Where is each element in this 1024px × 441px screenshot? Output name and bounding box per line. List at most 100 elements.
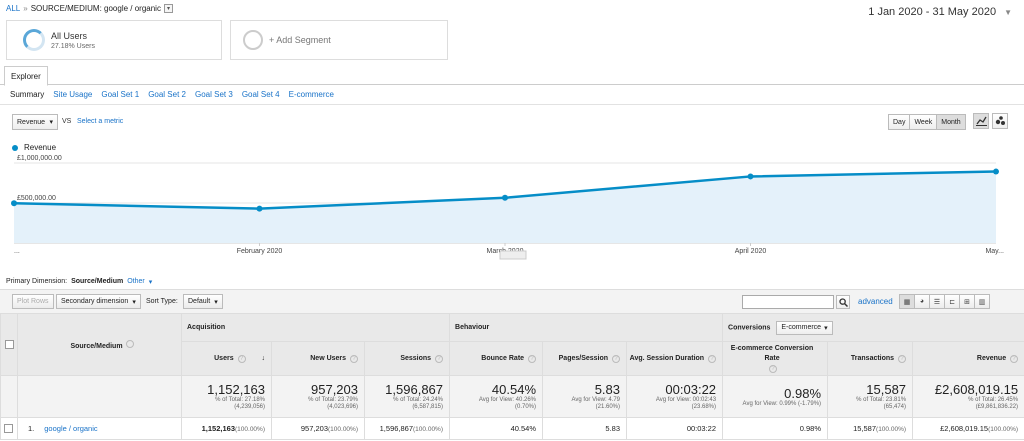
total-note: Avg for View: 00:02:43 (655, 397, 717, 403)
total-note: % of Total: 23.79% (308, 397, 358, 403)
select-all-checkbox[interactable] (4, 340, 14, 349)
row-value: 0.98% (799, 424, 822, 433)
chevron-down-icon: ▾ (824, 324, 828, 332)
col-label: Revenue (976, 354, 1007, 362)
help-icon[interactable] (125, 339, 134, 348)
col-label: Transactions (850, 354, 895, 362)
col-pages-session[interactable]: Pages/Session ? (542, 341, 628, 376)
x-tick-label: February 2020 (237, 248, 283, 255)
table-search-input[interactable] (742, 295, 834, 309)
row-cell: 1,596,867(100.00%) (363, 417, 451, 440)
performance-bars-icon[interactable]: ☰ (929, 294, 945, 309)
sort-desc-icon: ↓ (261, 354, 266, 362)
select-metric-link[interactable]: Select a metric (77, 118, 124, 125)
primary-dimension: Primary Dimension: Source/Medium Other ▾ (6, 278, 152, 286)
period-week-button[interactable]: Week (910, 115, 938, 129)
period-toggle: Day Week Month (888, 114, 966, 130)
primary-dimension-label: Primary Dimension: (6, 278, 68, 285)
metric-select-value: Revenue (17, 118, 46, 126)
chevron-down-icon: ▾ (148, 279, 153, 286)
secondary-dimension-select[interactable]: Secondary dimension ▾ (56, 294, 141, 309)
col-label: E-commerce Conversion Rate (730, 344, 814, 362)
add-segment-button[interactable]: + Add Segment (230, 20, 448, 60)
col-label: Bounce Rate (481, 354, 525, 362)
total-note: Avg for View: 0.99% (-1.79%) (742, 400, 822, 407)
subtab-goal-set-1[interactable]: Goal Set 1 (101, 90, 140, 99)
chevron-down-icon: ▼ (1004, 7, 1012, 17)
x-tick-label: April 2020 (735, 248, 767, 255)
breadcrumb-all-link[interactable]: ALL (6, 4, 21, 13)
total-cell: 40.54% Avg for View: 40.26% (0.70%) (449, 375, 544, 418)
total-note: (23.68%) (691, 404, 717, 410)
col-label: Sessions (400, 354, 432, 362)
line-chart-icon[interactable] (973, 113, 989, 129)
chevron-down-icon: ▾ (214, 298, 218, 306)
help-icon[interactable]: ? (1010, 354, 1019, 363)
row-percent: (100.00%) (876, 426, 907, 433)
subtab-goal-set-3[interactable]: Goal Set 3 (195, 90, 233, 99)
tab-explorer[interactable]: Explorer (4, 66, 48, 86)
plot-rows-button[interactable]: Plot Rows (12, 294, 54, 309)
total-note: Avg for View: 4.79 (571, 397, 621, 403)
totals-row: 1,152,163% of Total: 27.18% (4,239,056) 9… (0, 375, 1024, 418)
total-note: (£9,861,836.22) (975, 404, 1019, 410)
subtab-summary[interactable]: Summary (10, 90, 45, 99)
subtab-e-commerce[interactable]: E-commerce (288, 90, 334, 99)
term-cloud-icon[interactable]: ⊞ (959, 294, 975, 309)
data-table-icon[interactable]: ▦ (899, 294, 915, 309)
motion-chart-icon[interactable] (992, 113, 1008, 129)
comparison-icon[interactable]: ⊏ (944, 294, 960, 309)
pie-chart-icon[interactable]: ◕ (914, 294, 930, 309)
col-new-users[interactable]: New Users ? (271, 341, 365, 376)
date-range-picker[interactable]: 1 Jan 2020 - 31 May 2020 ▼ (868, 6, 1012, 18)
help-icon[interactable]: ? (898, 354, 907, 363)
subtab-site-usage[interactable]: Site Usage (53, 90, 93, 99)
col-conversion-rate[interactable]: E-commerce Conversion Rate? (722, 341, 829, 376)
row-checkbox[interactable] (4, 424, 13, 434)
help-icon[interactable]: ? (350, 354, 358, 363)
metric-select[interactable]: Revenue ▾ (12, 114, 58, 130)
row-cell: 957,203(100.00%) (271, 417, 365, 440)
segment-ring-icon (23, 29, 45, 51)
revenue-point (502, 194, 508, 201)
date-range-label: 1 Jan 2020 - 31 May 2020 (868, 6, 997, 18)
pivot-table-icon[interactable]: ▥ (974, 294, 990, 309)
row-dimension-link[interactable]: google / organic (44, 424, 98, 433)
help-icon[interactable]: ? (612, 354, 621, 363)
help-icon[interactable]: ? (435, 354, 444, 363)
col-label: Users (214, 354, 234, 362)
period-day-button[interactable]: Day (889, 115, 911, 129)
conversions-select[interactable]: E-commerce ▾ (776, 320, 833, 335)
primary-dimension-other[interactable]: Other (127, 278, 145, 285)
col-revenue[interactable]: Revenue ? (912, 341, 1024, 376)
breadcrumb: ALL » SOURCE/MEDIUM: google / organic ▾ (6, 4, 173, 13)
segment-all-users[interactable]: All Users 27.18% Users (6, 20, 222, 60)
revenue-area (14, 171, 996, 243)
help-icon[interactable]: ? (237, 354, 246, 363)
total-note: % of Total: 26.45% (968, 397, 1019, 403)
total-cell: 15,587% of Total: 23.81% (65,474) (827, 375, 914, 418)
sort-type-select[interactable]: Default ▾ (183, 294, 223, 309)
breadcrumb-dropdown-icon[interactable]: ▾ (163, 4, 173, 13)
row-cell: 15,587(100.00%) (827, 417, 914, 440)
help-icon[interactable]: ? (528, 354, 537, 363)
period-month-button[interactable]: Month (937, 115, 965, 129)
subtab-goal-set-4[interactable]: Goal Set 4 (241, 90, 280, 99)
subtab-goal-set-2[interactable]: Goal Set 2 (148, 90, 186, 99)
col-bounce-rate[interactable]: Bounce Rate ? (449, 341, 544, 376)
col-avg-session-duration[interactable]: Avg. Session Duration ? (626, 341, 724, 376)
help-icon[interactable]: ? (708, 354, 717, 363)
col-transactions[interactable]: Transactions ? (827, 341, 914, 376)
revenue-chart: £1,000,000.00 £500,000.00... February 2020… (11, 155, 1004, 260)
col-users[interactable]: Users ? ↓ (181, 341, 272, 376)
advanced-filter-link[interactable]: advanced (858, 297, 893, 306)
help-icon[interactable]: ? (769, 364, 778, 373)
vs-label: VS (62, 118, 72, 125)
dimension-header[interactable]: Source/Medium (17, 313, 182, 376)
col-sessions[interactable]: Sessions ? (363, 341, 451, 376)
row-value: 00:03:22 (686, 424, 717, 433)
revenue-point (747, 173, 754, 180)
col-label: New Users (310, 354, 347, 362)
search-icon[interactable] (836, 295, 850, 309)
chart-legend: Revenue (12, 143, 56, 152)
